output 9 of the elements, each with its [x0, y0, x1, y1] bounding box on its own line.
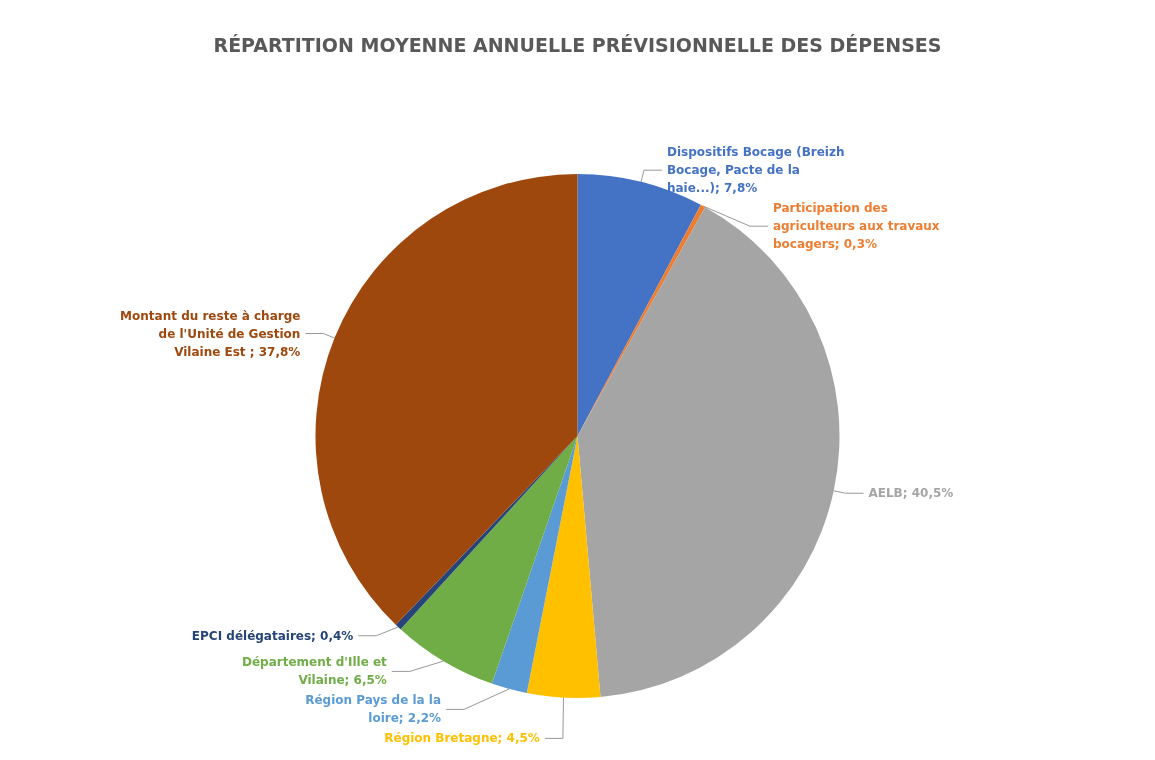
slice-label: Montant du reste à charge de l'Unité de Gestion Vilaine Est ; 37,8%	[120, 308, 301, 359]
slice-label: Région Pays de la la loire; 2,2%	[305, 693, 442, 726]
slice-label: Dispositifs Bocage (Breizh Bocage, Pacte de la haie...); 7,8%	[666, 145, 845, 196]
slice-label: Participation des agriculteurs aux travaux bocagers; 0,3%	[772, 201, 940, 252]
slice-label: Région Bretagne; 4,5%	[384, 731, 540, 746]
slice-label: AELB; 40,5%	[868, 486, 954, 501]
chart-title: RÉPARTITION MOYENNE ANNUELLE PRÉVISIONNELLE DES DÉPENSES	[213, 33, 942, 56]
slice-label: EPCI délégataires; 0,4%	[191, 628, 354, 643]
slice-label: Département d'Ille et Vilaine; 6,5%	[242, 655, 388, 688]
